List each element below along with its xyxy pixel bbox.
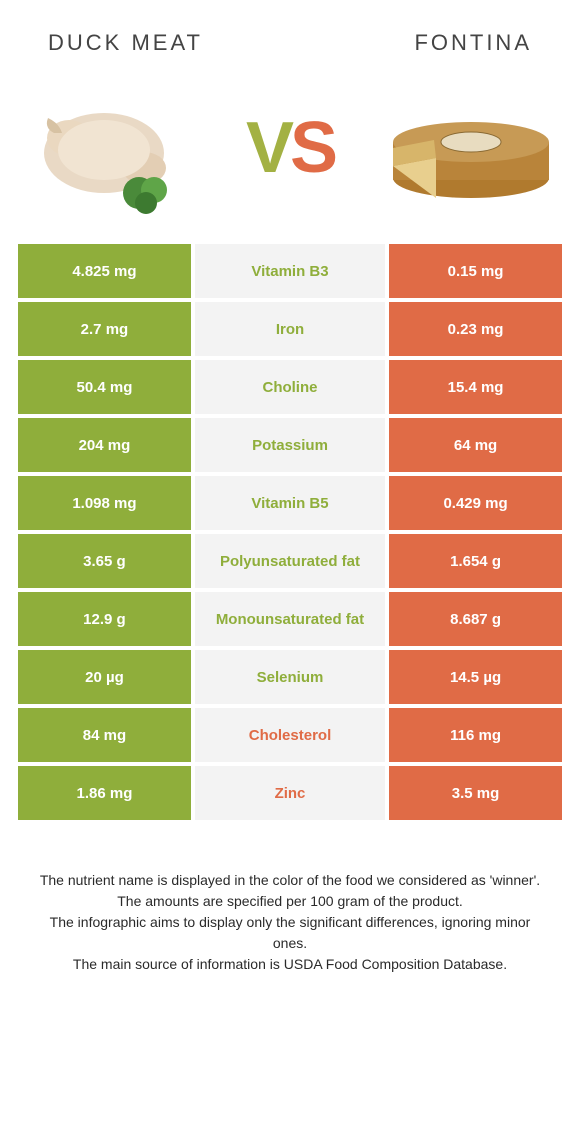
left-value: 204 mg [18, 418, 191, 472]
left-value: 84 mg [18, 708, 191, 762]
left-value: 50.4 mg [18, 360, 191, 414]
hero-row: VS [18, 78, 562, 244]
nutrient-row: 20 µgSelenium14.5 µg [18, 650, 562, 704]
right-value: 14.5 µg [389, 650, 562, 704]
nutrient-row: 3.65 gPolyunsaturated fat1.654 g [18, 534, 562, 588]
left-value: 20 µg [18, 650, 191, 704]
right-value: 0.23 mg [389, 302, 562, 356]
nutrient-label: Zinc [195, 766, 385, 820]
vs-v: V [246, 112, 290, 184]
left-food-title: Duck meat [48, 30, 203, 56]
nutrient-table: 4.825 mgVitamin B30.15 mg2.7 mgIron0.23 … [18, 244, 562, 820]
nutrient-row: 12.9 gMonounsaturated fat8.687 g [18, 592, 562, 646]
nutrient-row: 1.86 mgZinc3.5 mg [18, 766, 562, 820]
right-value: 0.429 mg [389, 476, 562, 530]
right-value: 15.4 mg [389, 360, 562, 414]
footnote-line: The main source of information is USDA F… [38, 954, 542, 975]
nutrient-row: 1.098 mgVitamin B50.429 mg [18, 476, 562, 530]
left-value: 12.9 g [18, 592, 191, 646]
right-value: 0.15 mg [389, 244, 562, 298]
footnote-line: The infographic aims to display only the… [38, 912, 542, 954]
titles-row: Duck meat Fontina [18, 20, 562, 78]
nutrient-label: Choline [195, 360, 385, 414]
left-value: 2.7 mg [18, 302, 191, 356]
nutrient-label: Selenium [195, 650, 385, 704]
footnotes: The nutrient name is displayed in the co… [18, 820, 562, 975]
nutrient-label: Vitamin B5 [195, 476, 385, 530]
vs-s: S [290, 112, 334, 184]
nutrient-label: Iron [195, 302, 385, 356]
nutrient-row: 4.825 mgVitamin B30.15 mg [18, 244, 562, 298]
nutrient-row: 2.7 mgIron0.23 mg [18, 302, 562, 356]
left-value: 1.098 mg [18, 476, 191, 530]
right-value: 64 mg [389, 418, 562, 472]
nutrient-label: Monounsaturated fat [195, 592, 385, 646]
nutrient-label: Potassium [195, 418, 385, 472]
duck-meat-image [24, 78, 204, 218]
right-food-title: Fontina [414, 30, 532, 56]
left-value: 3.65 g [18, 534, 191, 588]
footnote-line: The amounts are specified per 100 gram o… [38, 891, 542, 912]
fontina-cheese-image [376, 78, 556, 218]
right-value: 116 mg [389, 708, 562, 762]
right-value: 8.687 g [389, 592, 562, 646]
right-value: 1.654 g [389, 534, 562, 588]
nutrient-row: 204 mgPotassium64 mg [18, 418, 562, 472]
vs-label: VS [246, 112, 334, 184]
nutrient-row: 84 mgCholesterol116 mg [18, 708, 562, 762]
left-value: 1.86 mg [18, 766, 191, 820]
nutrient-label: Polyunsaturated fat [195, 534, 385, 588]
comparison-infographic: Duck meat Fontina VS [0, 0, 580, 1005]
nutrient-row: 50.4 mgCholine15.4 mg [18, 360, 562, 414]
nutrient-label: Cholesterol [195, 708, 385, 762]
left-value: 4.825 mg [18, 244, 191, 298]
nutrient-label: Vitamin B3 [195, 244, 385, 298]
footnote-line: The nutrient name is displayed in the co… [38, 870, 542, 891]
right-value: 3.5 mg [389, 766, 562, 820]
